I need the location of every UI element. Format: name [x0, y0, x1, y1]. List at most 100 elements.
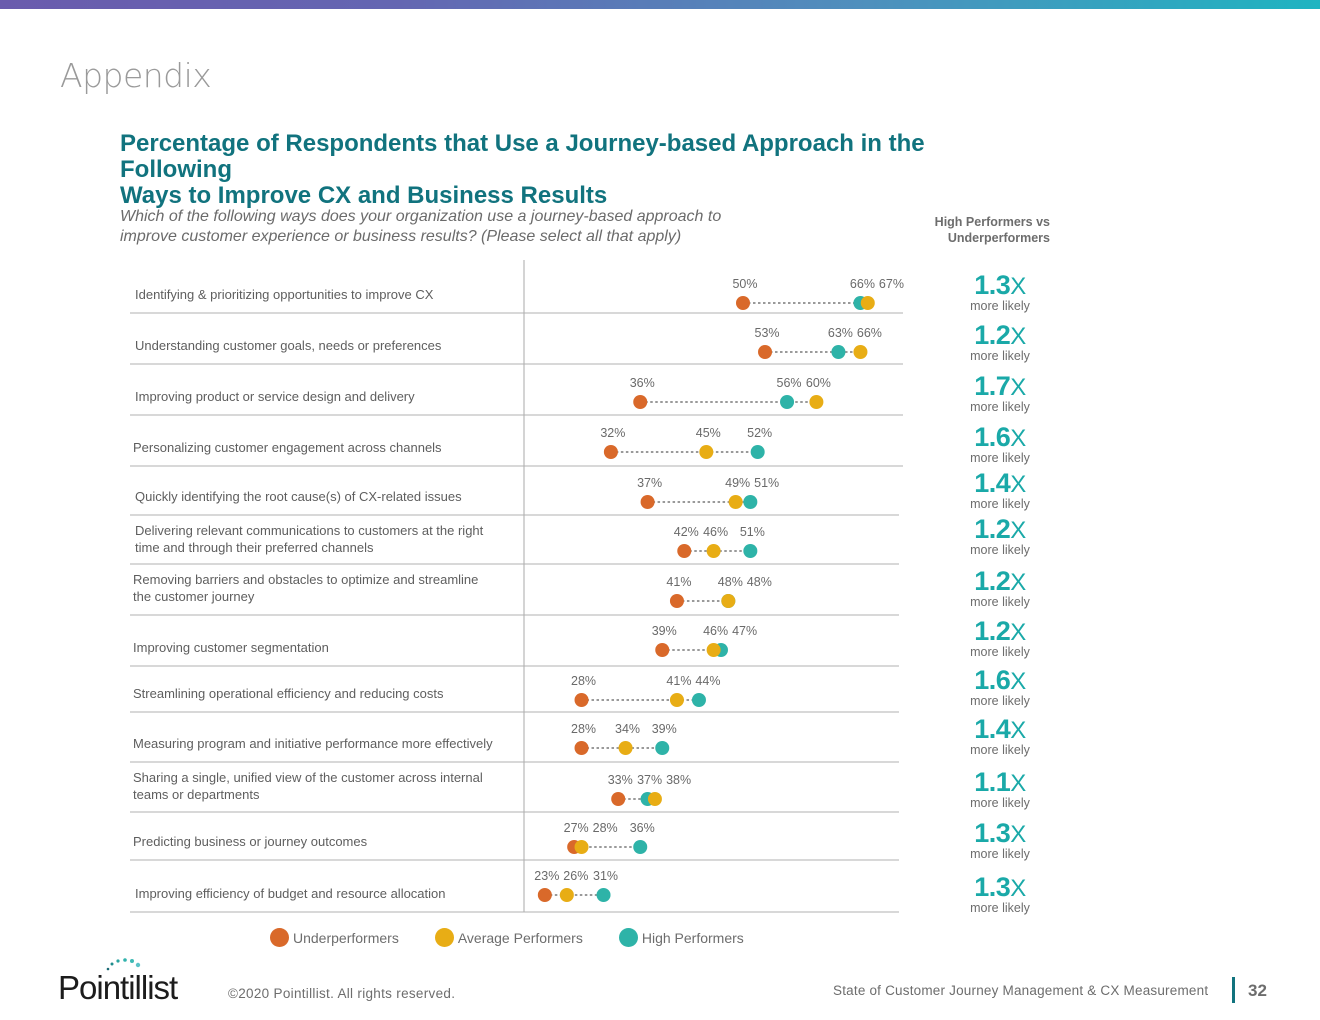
- data-label-average: 46%: [703, 624, 728, 638]
- ratio-number: 1.2: [974, 616, 1011, 646]
- comparison-header-line-2: Underperformers: [947, 231, 1050, 245]
- ratio-number: 1.2: [974, 566, 1011, 596]
- data-label-high: 63%: [828, 326, 853, 340]
- legend-label-high: High Performers: [641, 929, 744, 946]
- ratio-number: 1.1: [974, 767, 1011, 797]
- ratio-caption: more likely: [970, 743, 1030, 757]
- ratio-suffix: X: [1010, 471, 1026, 498]
- data-point-high: [831, 345, 846, 359]
- ratio-item: 1.1X more likely: [950, 769, 1050, 810]
- data-point-underperformers: [633, 395, 648, 409]
- legend-label-underperformers: Underperformers: [293, 929, 399, 946]
- data-label-high: 56%: [777, 376, 802, 390]
- ratio-number: 1.3: [974, 270, 1011, 300]
- category-label-line: Removing barriers and obstacles to optim…: [133, 572, 478, 587]
- report-title: State of Customer Journey Management & C…: [833, 983, 1209, 998]
- ratio-value: 1.2X: [950, 322, 1050, 350]
- category-label: Improving customer segmentation: [133, 640, 329, 655]
- ratio-value: 1.1X: [950, 769, 1050, 797]
- ratio-item: 1.2X more likely: [950, 568, 1050, 609]
- legend-dot-high: [618, 928, 638, 947]
- ratio-value: 1.4X: [950, 470, 1050, 498]
- ratio-item: 1.3X more likely: [950, 820, 1050, 861]
- ratio-caption: more likely: [970, 497, 1030, 511]
- data-point-underperformers: [574, 693, 589, 707]
- ratio-caption: more likely: [970, 847, 1030, 861]
- ratio-item: 1.2X more likely: [950, 516, 1050, 557]
- data-label-average: 67%: [879, 277, 904, 291]
- data-label-average: 60%: [806, 376, 831, 390]
- ratio-item: 1.3X more likely: [950, 874, 1050, 915]
- comparison-header-line-1: High Performers vs: [934, 215, 1050, 229]
- data-label-high: 44%: [695, 674, 720, 688]
- ratio-suffix: X: [1010, 425, 1026, 452]
- logo-wordmark: Pointillist: [58, 969, 178, 1005]
- data-label-underperformers: 27%: [564, 821, 589, 835]
- ratio-number: 1.2: [974, 320, 1011, 350]
- data-label-average: 28%: [593, 821, 618, 835]
- category-label-line: Delivering relevant communications to cu…: [135, 523, 484, 538]
- legend-dot-underperformers: [270, 928, 289, 947]
- ratio-number: 1.6: [974, 422, 1011, 452]
- ratio-number: 1.7: [974, 371, 1011, 401]
- ratio-caption: more likely: [970, 451, 1030, 465]
- chart-title-line-1: Percentage of Respondents that Use a Jou…: [120, 130, 925, 183]
- ratio-item: 1.4X more likely: [950, 470, 1050, 511]
- data-label-underperformers: 28%: [571, 674, 596, 688]
- data-point-underperformers: [574, 741, 589, 755]
- data-point-average: [669, 693, 684, 707]
- data-label-high: 51%: [740, 525, 765, 539]
- ratio-item: 1.3X more likely: [950, 272, 1050, 313]
- data-label-high: 47%: [732, 624, 757, 638]
- chart-title: Percentage of Respondents that Use a Jou…: [120, 131, 1020, 209]
- data-point-underperformers: [640, 495, 655, 509]
- ratio-suffix: X: [1010, 374, 1026, 401]
- category-label: Delivering relevant communications to cu…: [135, 523, 484, 555]
- ratio-value: 1.3X: [950, 820, 1050, 848]
- ratio-item: 1.6X more likely: [950, 424, 1050, 465]
- ratio-suffix: X: [1010, 517, 1026, 544]
- data-point-underperformers: [758, 345, 773, 359]
- data-label-underperformers: 23%: [534, 869, 559, 883]
- ratio-caption: more likely: [970, 349, 1030, 363]
- ratio-caption: more likely: [970, 694, 1030, 708]
- ratio-number: 1.4: [974, 714, 1011, 744]
- data-point-high: [743, 544, 758, 558]
- ratio-suffix: X: [1010, 717, 1026, 744]
- category-label: Predicting business or journey outcomes: [133, 834, 368, 849]
- top-gradient-bar: [0, 0, 1320, 9]
- category-label: Removing barriers and obstacles to optim…: [133, 572, 478, 604]
- data-point-high: [750, 445, 765, 459]
- category-label: Measuring program and initiative perform…: [133, 736, 493, 751]
- category-label-line: time and through their preferred channel…: [135, 540, 374, 555]
- ratio-caption: more likely: [970, 595, 1030, 609]
- data-label-average: 66%: [857, 326, 882, 340]
- data-point-average: [853, 345, 868, 359]
- data-point-underperformers: [677, 544, 692, 558]
- data-label-underperformers: 41%: [666, 575, 691, 589]
- ratio-value: 1.2X: [950, 618, 1050, 646]
- ratio-number: 1.2: [974, 514, 1011, 544]
- data-label-underperformers: 33%: [608, 773, 633, 787]
- data-point-underperformers: [611, 792, 626, 806]
- ratio-caption: more likely: [970, 645, 1030, 659]
- data-label-average: 46%: [703, 525, 728, 539]
- data-label-underperformers: 50%: [732, 277, 757, 291]
- data-point-underperformers: [736, 296, 750, 310]
- data-label-underperformers: 39%: [652, 624, 677, 638]
- ratio-item: 1.2X more likely: [950, 618, 1050, 659]
- data-point-average: [618, 741, 633, 755]
- ratio-caption: more likely: [970, 901, 1030, 915]
- ratio-value: 1.3X: [950, 874, 1050, 902]
- ratio-value: 1.6X: [950, 424, 1050, 452]
- ratio-value: 1.6X: [950, 667, 1050, 695]
- data-label-average: 48%: [718, 575, 743, 589]
- ratio-number: 1.3: [974, 818, 1011, 848]
- data-point-underperformers: [669, 594, 684, 608]
- data-point-underperformers: [603, 445, 618, 459]
- data-label-underperformers: 28%: [571, 722, 596, 736]
- ratio-suffix: X: [1010, 273, 1026, 300]
- data-point-average: [559, 888, 574, 902]
- ratio-value: 1.7X: [950, 373, 1050, 401]
